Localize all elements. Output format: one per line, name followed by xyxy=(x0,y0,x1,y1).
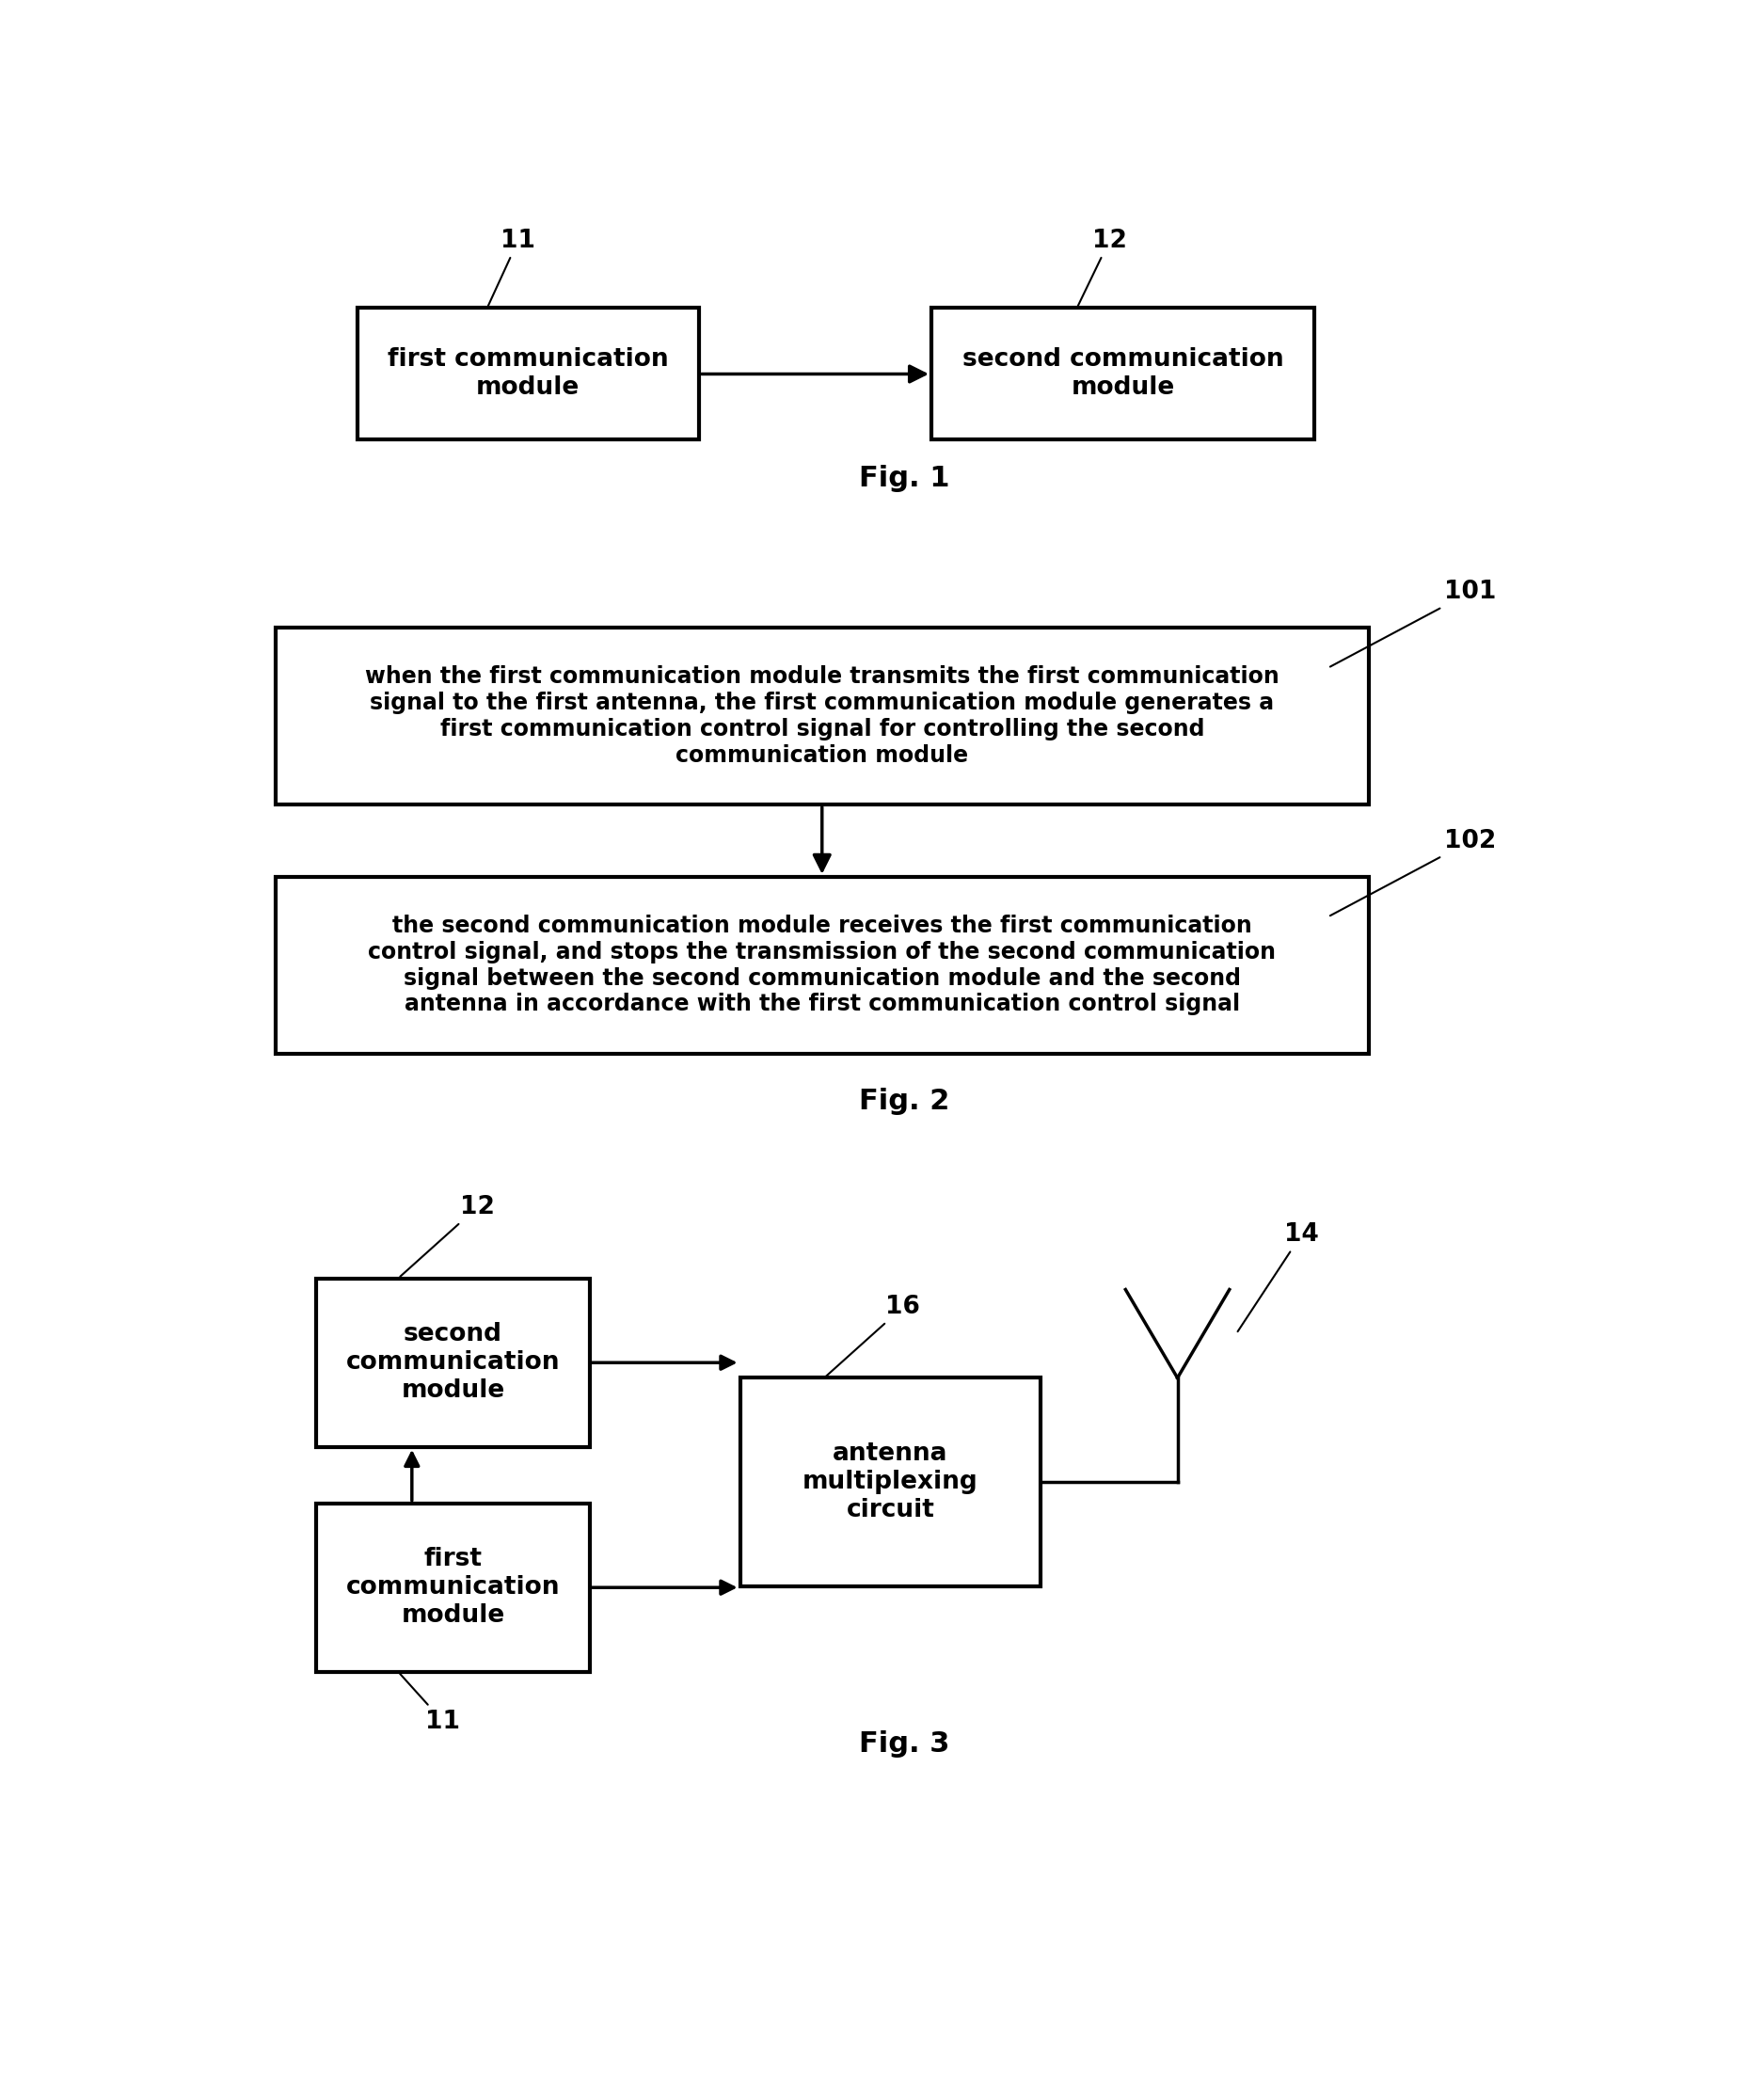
FancyBboxPatch shape xyxy=(741,1379,1041,1587)
Text: 14: 14 xyxy=(1238,1222,1319,1331)
Text: second communication
module: second communication module xyxy=(961,348,1284,401)
Text: 102: 102 xyxy=(1330,828,1496,916)
Text: first
communication
module: first communication module xyxy=(346,1548,559,1627)
Text: 12: 12 xyxy=(1078,227,1127,307)
FancyBboxPatch shape xyxy=(316,1504,589,1671)
Text: the second communication module receives the first communication
control signal,: the second communication module receives… xyxy=(369,914,1275,1016)
Text: 16: 16 xyxy=(826,1295,921,1377)
Text: antenna
multiplexing
circuit: antenna multiplexing circuit xyxy=(803,1441,979,1523)
FancyBboxPatch shape xyxy=(275,876,1369,1053)
Text: 101: 101 xyxy=(1330,580,1496,668)
Text: 11: 11 xyxy=(489,227,536,307)
Text: Fig. 3: Fig. 3 xyxy=(859,1731,949,1758)
FancyBboxPatch shape xyxy=(356,309,699,440)
Text: when the first communication module transmits the first communication
signal to : when the first communication module tran… xyxy=(365,665,1279,768)
Text: 11: 11 xyxy=(400,1673,460,1733)
FancyBboxPatch shape xyxy=(931,309,1314,440)
Text: Fig. 1: Fig. 1 xyxy=(859,465,949,492)
FancyBboxPatch shape xyxy=(275,628,1369,805)
FancyBboxPatch shape xyxy=(316,1279,589,1448)
Text: second
communication
module: second communication module xyxy=(346,1323,559,1404)
Text: first communication
module: first communication module xyxy=(388,348,669,401)
Text: 12: 12 xyxy=(400,1195,494,1277)
Text: Fig. 2: Fig. 2 xyxy=(859,1089,949,1116)
